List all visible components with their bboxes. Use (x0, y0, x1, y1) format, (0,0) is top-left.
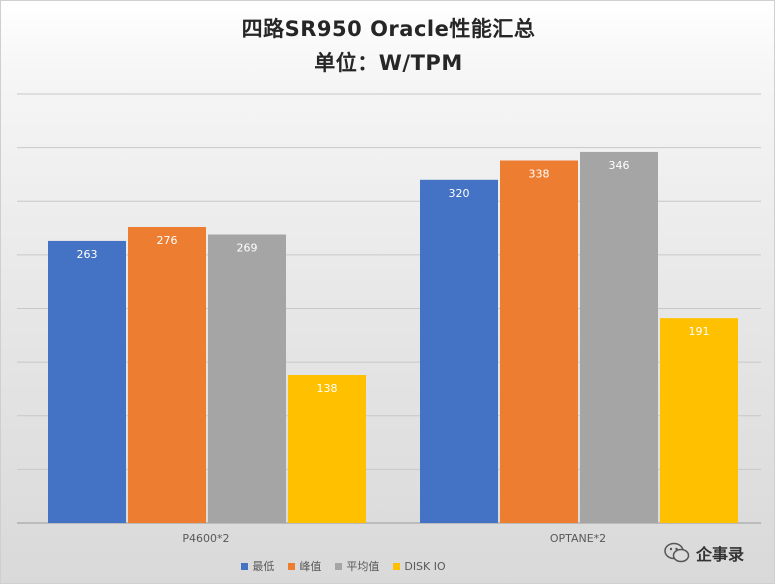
data-label: 263 (77, 248, 98, 261)
chart-title: 四路SR950 Oracle性能汇总 (241, 17, 536, 41)
bar-DISK IO-OPTANE*2 (660, 318, 738, 523)
legend-swatch (241, 562, 249, 570)
data-label: 320 (449, 187, 470, 200)
legend-label: 最低 (252, 560, 275, 573)
chart-subtitle: 单位：W/TPM (314, 51, 463, 75)
data-label: 338 (529, 167, 550, 180)
legend-swatch (288, 562, 296, 570)
data-label: 276 (157, 234, 178, 247)
bar-最低-OPTANE*2 (420, 179, 498, 524)
bar-平均值-OPTANE*2 (580, 151, 658, 524)
legend-item: 峰值 (288, 558, 321, 574)
legend-swatch (393, 562, 401, 570)
bar-平均值-P4600*2 (208, 234, 286, 523)
legend-label: 峰值 (299, 560, 322, 573)
data-label: 269 (237, 241, 258, 254)
bar-峰值-OPTANE*2 (500, 160, 578, 523)
bar-DISK IO-P4600*2 (288, 374, 366, 523)
legend: 最低 峰值 平均值 DISK IO (1, 558, 775, 574)
wechat-icon (664, 542, 690, 564)
legend-item: 最低 (241, 558, 274, 574)
data-label: 191 (689, 325, 710, 338)
bar-最低-P4600*2 (48, 240, 126, 523)
category-label: P4600*2 (182, 532, 229, 545)
legend-swatch (335, 562, 343, 570)
legend-item: 平均值 (335, 558, 379, 574)
category-label: OPTANE*2 (550, 532, 606, 545)
legend-item: DISK IO (393, 558, 446, 574)
data-label: 138 (317, 382, 338, 395)
watermark: 企事录 (664, 541, 744, 565)
legend-label: 平均值 (346, 560, 380, 573)
legend-label: DISK IO (404, 559, 446, 573)
data-label: 346 (609, 159, 630, 172)
bar-峰值-P4600*2 (128, 226, 206, 524)
watermark-text: 企事录 (696, 545, 745, 564)
